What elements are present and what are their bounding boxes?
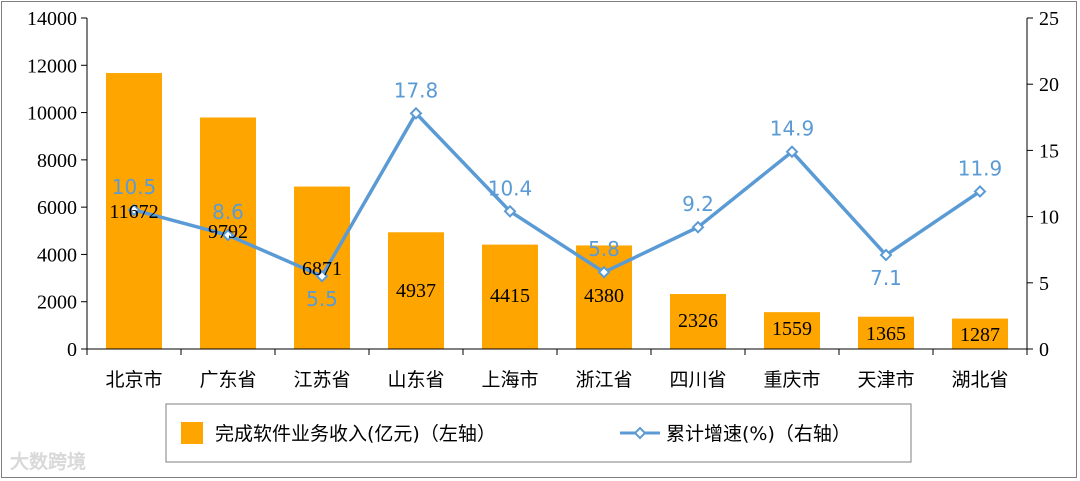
growth-value-label: 8.6 [212,200,244,224]
right-tick-label: 20 [1039,74,1059,96]
bar-value-label: 11672 [109,201,158,223]
growth-value-label: 10.5 [112,175,157,199]
bar-value-label: 4937 [396,280,436,302]
category-label: 四川省 [669,369,726,391]
category-label: 广东省 [199,369,256,391]
legend-swatch-marker [633,426,647,440]
growth-marker [315,269,329,283]
left-tick-label: 0 [67,339,77,361]
category-label: 重庆市 [763,369,820,391]
left-tick-label: 4000 [37,244,77,266]
growth-marker [785,145,799,159]
category-label: 山东省 [387,369,444,391]
growth-value-label: 11.9 [958,156,1003,180]
legend-box [165,403,912,463]
left-tick-label: 14000 [27,8,77,30]
growth-value-label: 14.9 [770,117,815,141]
category-label: 江苏省 [293,369,350,391]
legend-label-bars: 完成软件业务收入(亿元)（左轴） [215,423,496,445]
growth-value-label: 9.2 [682,192,714,216]
left-tick-label: 2000 [37,292,77,314]
growth-line-layer [127,106,987,283]
bar-labels-layer: 11672 9792 6871 4937 4415 4380 2326 1559 1365 128… [109,201,1000,346]
bar-value-label: 9792 [208,221,248,243]
bar-value-label: 6871 [302,258,342,280]
right-tick-label: 10 [1039,207,1059,229]
legend-swatch-bars [181,422,203,444]
right-tick-label: 25 [1039,8,1059,30]
growth-value-label: 5.5 [306,287,338,311]
growth-marker [597,265,611,279]
growth-marker [879,248,893,262]
left-axis: 0 2000 4000 6000 8000 10000 12000 14000 [27,8,88,361]
bar [858,316,914,349]
left-tick-label: 8000 [37,150,77,172]
bar-value-label: 4415 [490,285,530,307]
growth-marker [503,204,517,218]
left-tick-label: 10000 [27,103,77,125]
growth-marker [127,203,141,217]
bar [482,244,538,349]
left-tick-label: 12000 [27,55,77,77]
right-tick-label: 0 [1039,339,1049,361]
growth-value-label: 5.8 [588,237,620,261]
right-tick-label: 15 [1039,140,1059,162]
growth-marker [221,228,235,242]
bar-value-label: 4380 [584,285,624,307]
bar-value-label: 1287 [960,324,1000,346]
right-axis: 0 5 10 15 20 25 [1026,8,1059,361]
bars-layer [106,73,1008,350]
growth-value-label: 17.8 [394,78,439,102]
growth-marker [973,185,987,198]
category-label: 天津市 [857,369,914,391]
right-tick-label: 5 [1039,273,1049,295]
line-labels-layer: 10.5 8.6 5.5 17.8 10.4 5.8 9.2 14.9 7.1 11.9 [112,78,1003,311]
category-label: 上海市 [481,369,538,391]
bar [670,294,726,349]
x-axis: 北京市 广东省 江苏省 山东省 上海市 浙江省 四川省 重庆市 天津市 湖北省 [86,348,1028,391]
legend: 完成软件业务收入(亿元)（左轴） 累计增速(%)（右轴） [165,403,912,463]
watermark-text: 大数跨境 [10,451,87,473]
legend-label-line: 累计增速(%)（右轴） [666,423,851,445]
bar [764,312,820,349]
growth-marker [409,106,423,120]
bar-value-label: 2326 [678,310,718,332]
growth-line [133,111,981,278]
left-tick-label: 6000 [37,197,77,219]
bar-value-label: 1365 [866,323,906,345]
growth-marker [691,220,705,234]
growth-value-label: 7.1 [870,266,902,290]
bar [952,318,1008,349]
category-label: 湖北省 [951,369,1008,391]
growth-value-label: 10.4 [488,176,533,200]
category-label: 浙江省 [575,369,632,391]
bar [388,232,444,349]
category-label: 北京市 [105,369,162,391]
bar-value-label: 1559 [772,318,812,340]
